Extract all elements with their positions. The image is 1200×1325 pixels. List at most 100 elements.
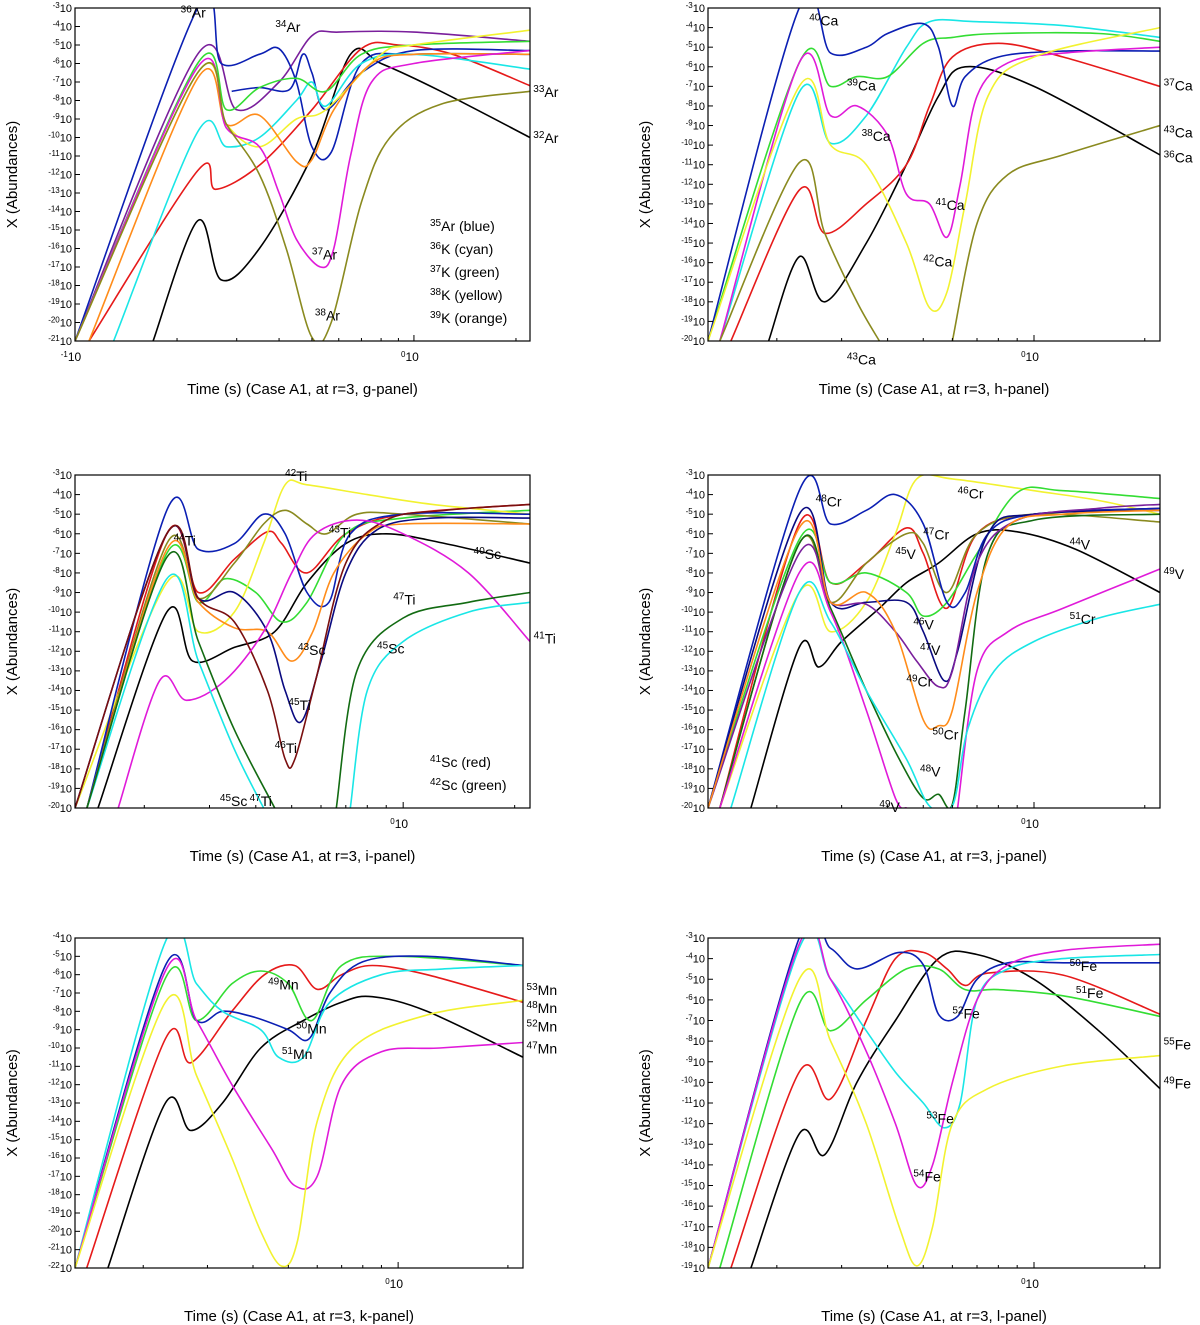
- y-tick-label: -710: [686, 79, 705, 94]
- y-tick-label: -1310: [48, 186, 72, 201]
- y-tick-label: -410: [686, 951, 705, 966]
- curve-label-51Cr: 51Cr: [1070, 610, 1096, 627]
- y-tick-label: -1710: [48, 742, 72, 757]
- y-tick-label: -410: [53, 931, 72, 946]
- curve-label-50Mn: 50Mn: [296, 1020, 327, 1037]
- y-tick-label: -910: [686, 118, 705, 133]
- series-36K: [112, 53, 530, 341]
- y-tick-label: -1710: [48, 260, 72, 275]
- x-axis-title: Time (s) (Case A1, at r=3, j-panel): [821, 848, 1047, 865]
- x-tick-label: 010: [385, 1277, 403, 1292]
- h-panel: -2010-1910-1810-1710-1610-1510-1410-1310…: [637, 1, 1193, 399]
- curve-label-42Ti: 42Ti: [285, 467, 307, 484]
- y-tick-label: -1910: [48, 297, 72, 312]
- x-tick-label: 010: [1021, 817, 1039, 832]
- series-37Ar: [75, 49, 530, 341]
- series-37Ca: [730, 42, 1160, 341]
- series-50Fe: [730, 949, 1160, 1268]
- series-49V: [719, 561, 907, 808]
- series-52Mn: [75, 957, 523, 1268]
- series-49Fe: [750, 950, 1160, 1268]
- series-46Ti: [75, 503, 530, 808]
- x-tick-label: 010: [1021, 350, 1039, 365]
- y-tick-label: -1410: [48, 1114, 72, 1129]
- curve-label-43Ti: 43Ti: [329, 524, 351, 541]
- y-tick-label: -1710: [681, 742, 705, 757]
- series-42Ca: [708, 26, 1160, 341]
- y-tick-label: -710: [53, 986, 72, 1001]
- x-axis-title: Time (s) (Case A1, at r=3, h-panel): [819, 381, 1050, 398]
- series-53Mn: [75, 993, 523, 1268]
- series-43Ti: [86, 509, 530, 808]
- y-tick-label: -810: [686, 565, 705, 580]
- y-tick-label: -810: [53, 565, 72, 580]
- series-43Ca_late: [951, 124, 1160, 341]
- curve-label-38Ca: 38Ca: [862, 128, 891, 145]
- y-tick-label: -910: [53, 1022, 72, 1037]
- series-51Cr: [730, 581, 1160, 808]
- x-axis-title: Time (s) (Case A1, at r=3, l-panel): [821, 1308, 1047, 1325]
- y-tick-label: -2010: [681, 801, 705, 816]
- legend-entry-35: 35Ar (blue): [430, 218, 495, 235]
- legend-entry-38: 38K (yellow): [430, 287, 503, 304]
- y-tick-label: -1110: [49, 149, 72, 164]
- y-tick-label: -1710: [48, 1169, 72, 1184]
- y-tick-label: -1810: [681, 761, 705, 776]
- y-tick-label: -310: [686, 468, 705, 483]
- y-tick-label: -2110: [48, 1242, 72, 1257]
- series-36Ar: [231, 48, 530, 111]
- series-50Mn: [75, 954, 523, 1268]
- y-tick-label: -910: [53, 585, 72, 600]
- curve-label-49Mn: 49Mn: [268, 976, 299, 993]
- j-panel: -2010-1910-1810-1710-1610-1510-1410-1310…: [637, 468, 1185, 866]
- curve-label-49V: 49V: [879, 798, 900, 815]
- series-46V: [708, 486, 1160, 808]
- y-tick-label: -610: [686, 526, 705, 541]
- series-54Fe: [708, 938, 1160, 1268]
- y-axis-title: X (Abundances): [4, 588, 21, 696]
- y-tick-label: -410: [53, 487, 72, 502]
- y-tick-label: -1810: [681, 294, 705, 309]
- k-panel: -2210-2110-2010-1910-1810-1710-1610-1510…: [4, 931, 558, 1325]
- legend-entry-42: 42Sc (green): [430, 777, 506, 794]
- y-tick-label: -610: [53, 56, 72, 71]
- legend-entry-41: 41Sc (red): [430, 754, 491, 771]
- plot-frame: [74, 474, 531, 809]
- g-panel: -2110-2010-1910-1810-1710-1610-1510-1410…: [4, 1, 559, 399]
- y-tick-label: -310: [686, 931, 705, 946]
- curve-label-46Ti: 46Ti: [275, 740, 297, 757]
- curve-label-48V: 48V: [920, 763, 941, 780]
- curve-label-45Sc: 45Sc: [220, 793, 247, 810]
- y-tick-label: -1010: [48, 130, 72, 145]
- i-panel: -2010-1910-1810-1710-1610-1510-1410-1310…: [4, 467, 556, 865]
- legend-entry-36: 36K (cyan): [430, 241, 493, 258]
- curve-label-38Ar: 38Ar: [315, 307, 340, 324]
- series-43Ca: [719, 158, 881, 341]
- y-tick-label: -1010: [681, 1075, 705, 1090]
- curve-label-47Ti: 47Ti: [250, 793, 272, 810]
- series-47Mn: [107, 995, 523, 1268]
- y-tick-label: -810: [686, 98, 705, 113]
- y-tick-label: -1010: [681, 138, 705, 153]
- x-axis-title: Time (s) (Case A1, at r=3, i-panel): [190, 848, 416, 865]
- y-tick-label: -1010: [681, 605, 705, 620]
- y-tick-label: -510: [53, 507, 72, 522]
- y-tick-label: -1510: [681, 1178, 705, 1193]
- curve-label-46Cr: 46Cr: [958, 485, 984, 502]
- curve-label-36Ar: 36Ar: [181, 4, 206, 21]
- y-tick-label: -1810: [48, 1187, 72, 1202]
- y-tick-label: -2010: [681, 334, 705, 349]
- series-44V: [750, 529, 1160, 808]
- curve-label-47Cr: 47Cr: [923, 526, 949, 543]
- curve-label-43Sc: 43Sc: [298, 642, 325, 659]
- series-52Fe: [708, 938, 1160, 1268]
- series-51Mn: [75, 938, 523, 1268]
- series-48Cr: [708, 475, 1160, 808]
- curve-label-50Cr: 50Cr: [933, 726, 959, 743]
- curve-label-45V: 45V: [895, 546, 916, 563]
- y-tick-label: -1810: [48, 278, 72, 293]
- y-tick-label: -1210: [48, 167, 72, 182]
- y-tick-label: -1510: [48, 1132, 72, 1147]
- curve-label-53Mn: 53Mn: [527, 981, 558, 998]
- curve-label-53Fe: 53Fe: [926, 1110, 954, 1127]
